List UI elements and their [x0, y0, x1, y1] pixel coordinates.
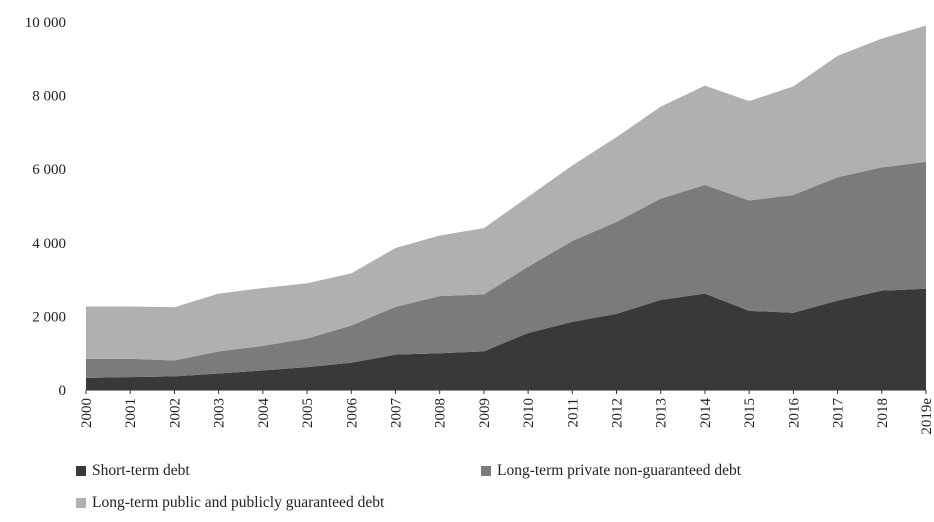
x-tick-label: 2010 [521, 398, 537, 428]
x-tick-label: 2004 [256, 398, 272, 429]
area-series-2 [86, 25, 926, 361]
x-tick-label: 2009 [477, 398, 493, 428]
x-tick-label: 2000 [79, 398, 95, 428]
y-tick-labels: 0 2 000 4 000 6 000 8 000 10 000 [25, 15, 66, 399]
x-tick-label: 2007 [388, 398, 404, 429]
x-tick-label: 2008 [433, 398, 449, 428]
x-tick-label: 2006 [344, 398, 360, 429]
x-tick-label: 2012 [610, 398, 626, 428]
x-tick-label: 2001 [123, 398, 139, 428]
area-series-0 [86, 288, 926, 390]
area-layers [86, 25, 926, 390]
x-tick-label: 2003 [212, 398, 228, 428]
y-tick-label: 4 000 [32, 236, 66, 252]
x-tick-label: 2019e [919, 398, 934, 435]
x-tick-label: 2013 [654, 398, 670, 428]
y-tick-label: 6 000 [32, 162, 66, 178]
y-tick-label: 2 000 [32, 309, 66, 325]
x-tick-label: 2014 [698, 398, 714, 429]
axes [85, 389, 927, 394]
x-tick-label: 2018 [875, 398, 891, 428]
y-tick-label: 10 000 [25, 15, 66, 31]
y-tick-label: 8 000 [32, 89, 66, 105]
area-series-1 [86, 161, 926, 378]
x-tick-label: 2005 [300, 398, 316, 428]
x-tick-label: 2015 [742, 398, 758, 428]
x-tick-label: 2016 [786, 398, 802, 429]
x-tick-label: 2011 [565, 398, 581, 427]
x-tick-label: 2002 [167, 398, 183, 428]
y-tick-label: 0 [59, 383, 67, 399]
x-tick-label: 2017 [831, 398, 847, 429]
x-tick-labels: 2000 2001 2002 2003 2004 2005 2006 2007 2008 2009… [79, 398, 934, 435]
